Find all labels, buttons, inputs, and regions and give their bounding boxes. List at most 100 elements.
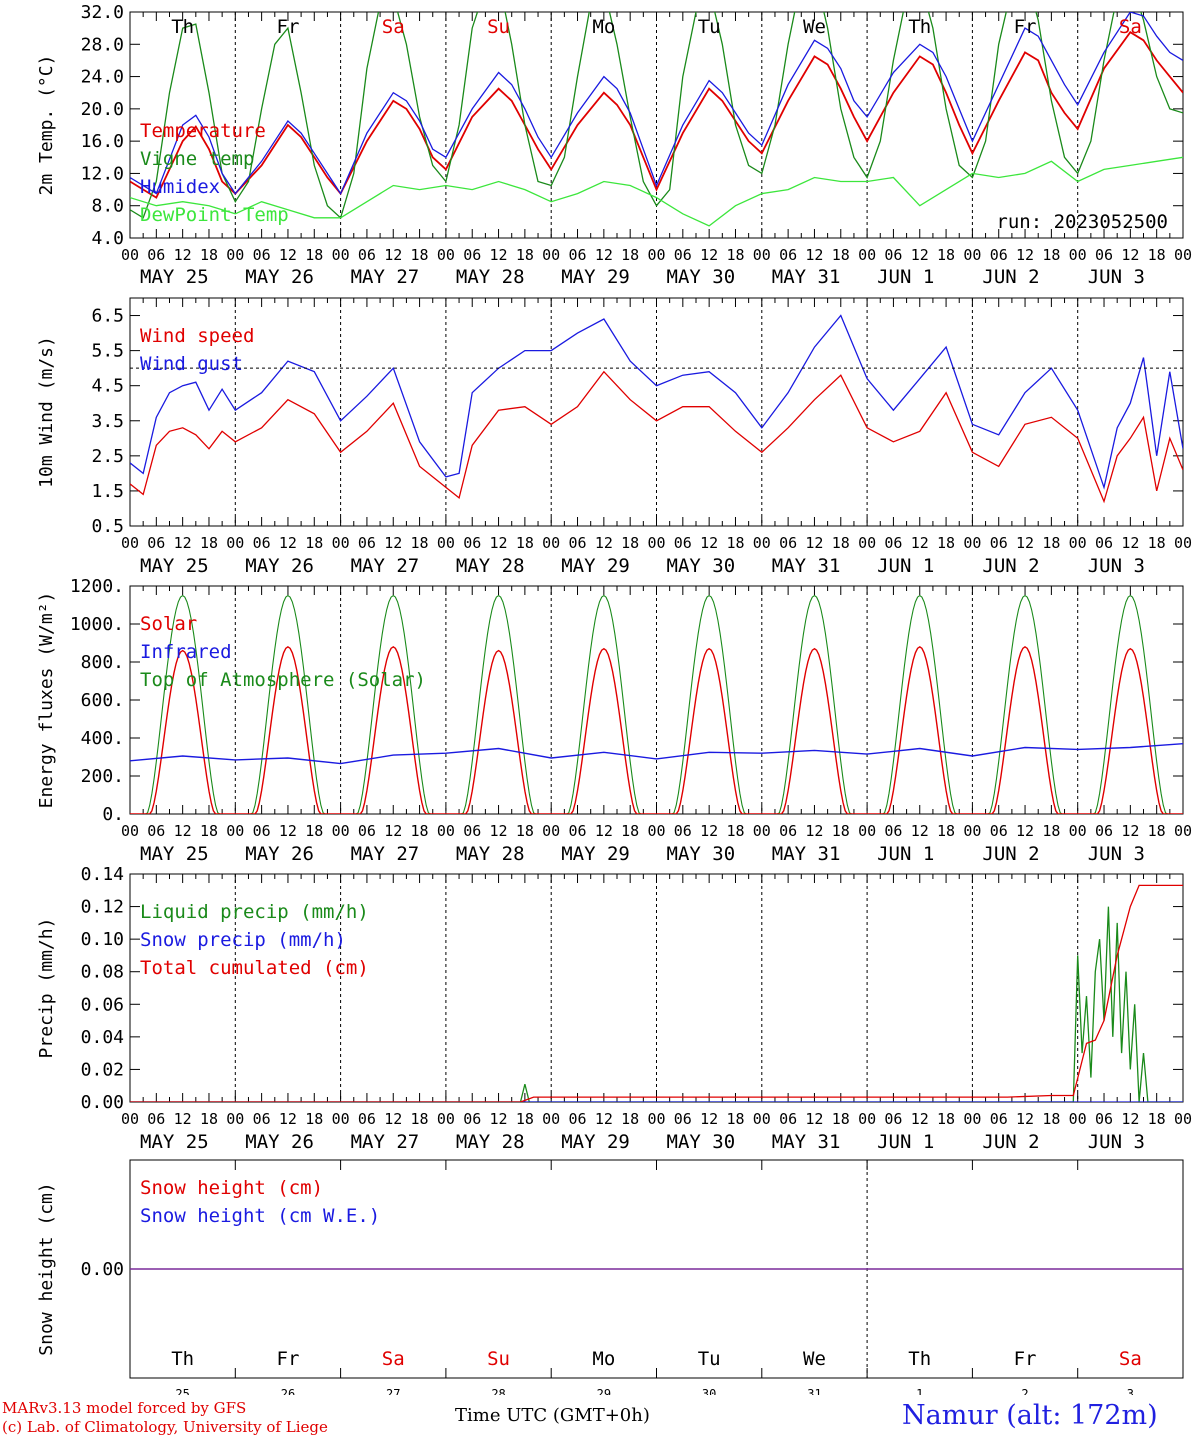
hour-label: 06 <box>884 246 902 264</box>
hour-label: 06 <box>990 534 1008 552</box>
hour-label: 06 <box>779 822 797 840</box>
legend: Temperature Vigne temp Humidex DewPoint Tem… <box>140 120 289 226</box>
y-tick-label: 2.5 <box>91 446 124 467</box>
hour-label: 00 <box>542 534 560 552</box>
series-dewpoint-temp <box>130 156 1183 227</box>
hour-label: 18 <box>305 1110 323 1128</box>
hour-label: 18 <box>832 822 850 840</box>
hour-label: 00 <box>437 246 455 264</box>
hour-label: 00 <box>858 246 876 264</box>
y-tick-label: 0.02 <box>81 1059 124 1080</box>
hour-label: 18 <box>937 534 955 552</box>
day-number: 26 <box>281 1387 295 1395</box>
hour-label: 18 <box>411 534 429 552</box>
hour-label: 06 <box>147 822 165 840</box>
y-tick-label: 1200. <box>70 576 124 597</box>
weekday-label: Sa <box>1119 16 1142 38</box>
hour-label: 00 <box>647 1110 665 1128</box>
day-number: 27 <box>386 1387 400 1395</box>
series-top-of-atmosphere <box>130 594 1183 814</box>
date-label: MAY 27 <box>351 266 420 288</box>
hour-label: 12 <box>1121 1110 1139 1128</box>
y-axis-label: 10m Wind (m/s) <box>36 336 57 488</box>
date-label: MAY 30 <box>667 266 736 288</box>
y-axis-label: Snow height (cm) <box>36 1182 57 1355</box>
hour-label: 06 <box>463 246 481 264</box>
series-solar <box>130 645 1183 814</box>
hour-label: 12 <box>174 534 192 552</box>
legend: Solar Infrared Top of Atmosphere (Solar) <box>140 613 426 691</box>
hour-label: 12 <box>384 534 402 552</box>
y-tick-label: 32.0 <box>81 2 124 23</box>
day-number: 3 <box>1127 1387 1134 1395</box>
y-tick-label: 600. <box>81 690 124 711</box>
legend-entry: Vigne temp <box>140 148 254 170</box>
hour-label: 18 <box>621 822 639 840</box>
y-tick-label: 16.0 <box>81 131 124 152</box>
y-tick-label: 0.00 <box>81 1259 124 1280</box>
hour-label: 06 <box>147 1110 165 1128</box>
y-tick-label: 28.0 <box>81 34 124 55</box>
date-label: MAY 26 <box>245 843 314 865</box>
series-humidex <box>130 12 1183 195</box>
hour-label: 00 <box>1069 822 1087 840</box>
hour-label: 06 <box>253 534 271 552</box>
hour-label: 00 <box>437 822 455 840</box>
hour-label: 18 <box>832 246 850 264</box>
hour-label: 18 <box>1148 1110 1166 1128</box>
y-tick-label: 800. <box>81 652 124 673</box>
hour-label: 00 <box>1069 534 1087 552</box>
hour-label: 12 <box>805 246 823 264</box>
run-label: run: 2023052500 <box>996 211 1168 233</box>
y-tick-label: 0.12 <box>81 897 124 918</box>
hour-label: 00 <box>858 534 876 552</box>
series-temperature <box>130 30 1183 199</box>
hour-label: 18 <box>937 246 955 264</box>
hour-label: 00 <box>753 1110 771 1128</box>
weekday-label: Tu <box>698 16 721 38</box>
weekday-label: Sa <box>382 1348 405 1370</box>
date-label: MAY 31 <box>772 266 841 288</box>
day-number: 2 <box>1021 1387 1028 1395</box>
legend-entry: Wind speed <box>140 325 254 347</box>
hour-label: 00 <box>542 822 560 840</box>
y-tick-label: 5.5 <box>91 341 124 362</box>
hour-label: 06 <box>1095 246 1113 264</box>
hour-label: 06 <box>253 246 271 264</box>
y-tick-label: 12.0 <box>81 163 124 184</box>
date-label: MAY 31 <box>772 843 841 865</box>
series-wind-gust <box>130 314 1183 490</box>
weekday-label: Th <box>908 16 931 38</box>
weekday-label: Mo <box>592 1348 615 1370</box>
panel-precip: 0.00 0.02 0.04 0.06 0.08 0.10 0.12 0.14 Precip (… <box>36 864 1192 1153</box>
weekday-label: Mo <box>592 16 615 38</box>
hour-label: 12 <box>174 246 192 264</box>
hour-label: 00 <box>858 1110 876 1128</box>
date-label: MAY 25 <box>140 843 209 865</box>
hour-label: 18 <box>1042 246 1060 264</box>
date-label: MAY 27 <box>351 843 420 865</box>
hour-label: 12 <box>911 822 929 840</box>
hour-label: 18 <box>516 246 534 264</box>
date-label: JUN 2 <box>982 266 1039 288</box>
series-group <box>130 314 1183 504</box>
hour-label: 06 <box>779 1110 797 1128</box>
credit-line: (c) Lab. of Climatology, University of L… <box>2 1418 328 1436</box>
y-axis-label: 2m Temp. (°C) <box>36 55 57 196</box>
hour-label: 18 <box>1042 822 1060 840</box>
hour-label: 06 <box>253 822 271 840</box>
hour-label: 12 <box>384 246 402 264</box>
date-label: MAY 28 <box>456 555 525 577</box>
date-label: JUN 3 <box>1088 266 1145 288</box>
hour-label: 12 <box>174 822 192 840</box>
hour-label: 00 <box>963 1110 981 1128</box>
hour-label: 18 <box>726 534 744 552</box>
time-axis-label: Time UTC (GMT+0h) <box>455 1405 650 1426</box>
hour-label: 18 <box>1148 246 1166 264</box>
date-label: JUN 2 <box>982 1131 1039 1153</box>
hour-label: 00 <box>437 534 455 552</box>
hour-label: 00 <box>332 1110 350 1128</box>
day-number: 1 <box>916 1387 923 1395</box>
date-label: JUN 1 <box>877 1131 934 1153</box>
hour-label: 12 <box>805 822 823 840</box>
